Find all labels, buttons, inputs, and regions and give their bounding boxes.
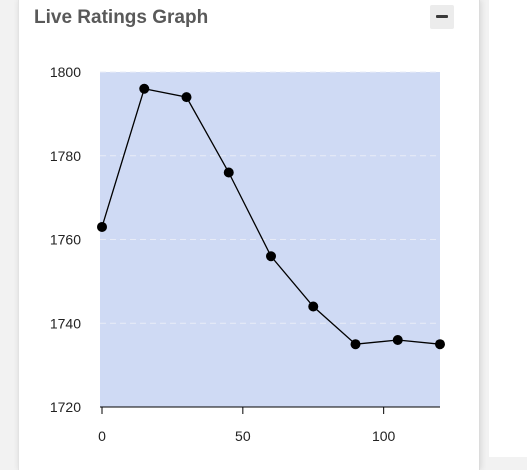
- data-point-1: [139, 83, 150, 94]
- x-tick-label-100: 100: [372, 428, 396, 444]
- x-axis-ticks: 0 50 100: [98, 407, 396, 444]
- page-background-strip: [489, 0, 527, 457]
- x-tick-label-0: 0: [98, 428, 106, 444]
- y-tick-label-1740: 1740: [50, 315, 81, 331]
- data-point-0: [97, 221, 107, 232]
- y-tick-label-1760: 1760: [50, 232, 81, 248]
- y-tick-label-1720: 1720: [50, 399, 81, 415]
- data-point-6: [350, 339, 361, 350]
- ratings-chart: 1720 1740 1760 1780 1800 0 50 100: [50, 64, 445, 444]
- data-point-8: [435, 339, 445, 350]
- y-tick-label-1800: 1800: [50, 64, 81, 80]
- collapse-button[interactable]: [430, 5, 454, 29]
- data-point-3: [223, 167, 234, 178]
- data-point-2: [181, 92, 192, 103]
- y-axis-ticks: 1720 1740 1760 1780 1800: [50, 64, 81, 415]
- y-tick-label-1780: 1780: [50, 148, 81, 164]
- data-point-7: [392, 335, 403, 345]
- panel-title: Live Ratings Graph: [34, 7, 209, 28]
- minus-icon: [436, 15, 448, 18]
- data-point-4: [266, 251, 276, 262]
- x-tick-label-50: 50: [235, 428, 251, 444]
- data-point-5: [308, 301, 319, 312]
- grid-lines: [100, 71, 440, 324]
- series-group: [97, 83, 445, 350]
